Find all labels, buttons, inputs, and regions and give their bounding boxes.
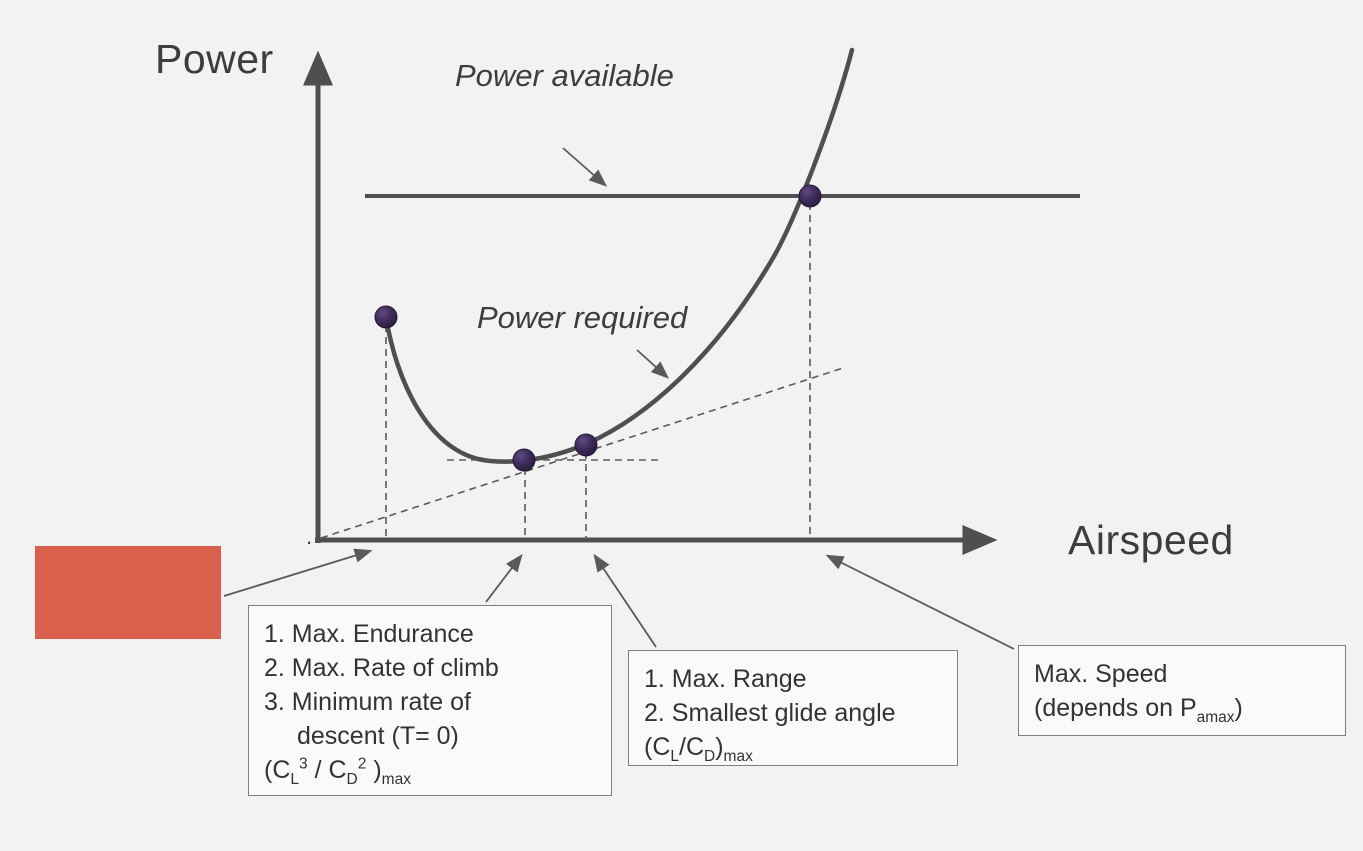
dot-low-speed-end xyxy=(374,305,398,329)
speed-note-box: Max. Speed (depends on Pamax) xyxy=(1018,645,1346,736)
formula-fragment: / C xyxy=(307,756,347,784)
endurance-line-1: 1. Max. Endurance xyxy=(264,620,474,648)
y-axis-label: Power xyxy=(155,36,274,82)
endurance-line-4: descent (T= 0) xyxy=(297,722,459,750)
formula-subscript: max xyxy=(723,748,753,765)
red-box-pointer-arrow xyxy=(223,548,373,597)
dot-min-power xyxy=(512,448,536,472)
endurance-line-3: 3. Minimum rate of xyxy=(264,688,472,716)
speed-formula: (depends on Pamax) xyxy=(1034,691,1330,728)
range-box-pointer-arrow xyxy=(593,553,657,648)
formula-fragment: ) xyxy=(1234,694,1243,722)
range-line-1: 1. Max. Range xyxy=(644,665,807,693)
endurance-note-box: 1. Max. Endurance 2. Max. Rate of climb … xyxy=(248,605,612,796)
endurance-box-pointer-arrow xyxy=(485,553,523,603)
formula-subscript: max xyxy=(381,771,411,788)
power-required-label: Power required xyxy=(477,300,688,335)
formula-superscript: 2 xyxy=(357,755,367,773)
formula-subscript: D xyxy=(704,748,716,765)
formula-fragment: (C xyxy=(644,733,671,761)
power-available-pointer-arrow xyxy=(562,147,608,187)
power-required-curve xyxy=(383,47,855,464)
red-highlight-box xyxy=(35,546,221,639)
formula-subscript: amax xyxy=(1196,709,1235,726)
formula-fragment: (depends on P xyxy=(1034,694,1197,722)
origin-period-mark: . xyxy=(306,524,313,549)
dashed-tangent-line xyxy=(320,367,844,539)
formula-subscript: L xyxy=(290,771,300,788)
formula-superscript: 3 xyxy=(299,755,308,773)
power-required-pointer-arrow xyxy=(636,349,670,379)
formula-fragment: ) xyxy=(366,756,382,784)
formula-fragment: /C xyxy=(679,733,705,761)
endurance-formula: (CL3 / CD2 )max xyxy=(264,753,596,790)
range-formula: (CL/CD)max xyxy=(644,730,942,767)
x-axis-label: Airspeed xyxy=(1068,517,1234,563)
range-line-2: 2. Smallest glide angle xyxy=(644,699,896,727)
formula-fragment: (C xyxy=(264,756,291,784)
formula-subscript: L xyxy=(670,748,680,765)
speed-line-1: Max. Speed xyxy=(1034,660,1168,688)
dot-max-range xyxy=(574,433,598,457)
range-note-box: 1. Max. Range 2. Smallest glide angle (C… xyxy=(628,650,958,766)
formula-subscript: D xyxy=(346,771,358,788)
dot-max-speed xyxy=(798,184,822,208)
formula-fragment: ) xyxy=(715,733,724,761)
endurance-line-2: 2. Max. Rate of climb xyxy=(264,654,499,682)
power-available-label: Power available xyxy=(455,58,674,93)
speed-box-pointer-arrow xyxy=(825,554,1015,650)
